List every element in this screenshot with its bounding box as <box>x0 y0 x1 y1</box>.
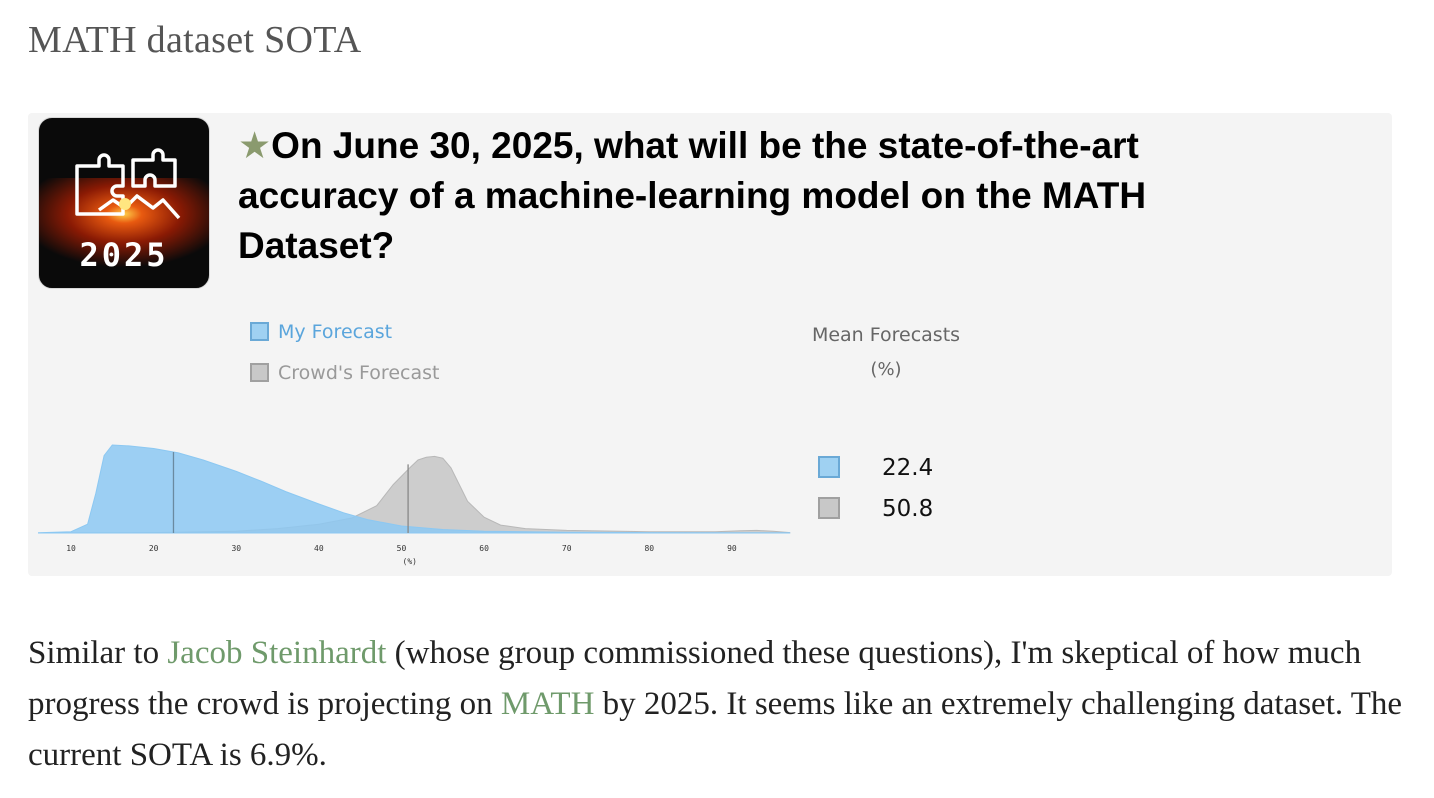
mean-forecasts-unit: (%) <box>870 359 902 380</box>
crowd-forecast-label: Crowd's Forecast <box>278 362 440 384</box>
mean-crowd-value: 50.8 <box>882 496 934 522</box>
mean-my-swatch <box>818 456 840 478</box>
x-tick-label: 50 <box>397 544 407 553</box>
mean-my-value: 22.4 <box>882 455 934 481</box>
page-heading: MATH dataset SOTA <box>28 19 362 61</box>
mean-row-my: 22.4 <box>818 455 933 481</box>
forecast-distribution-chart[interactable]: 10 20 30 40 50 60 70 80 90 (%) <box>38 433 798 573</box>
x-tick-label: 20 <box>149 544 159 553</box>
puzzle-icon <box>75 148 181 220</box>
link-jacob-steinhardt[interactable]: Jacob Steinhardt <box>167 635 387 671</box>
x-tick-label: 70 <box>562 544 572 553</box>
x-tick-label: 90 <box>727 544 737 553</box>
x-tick-label: 80 <box>644 544 654 553</box>
question-title[interactable]: ★On June 30, 2025, what will be the stat… <box>238 121 1268 271</box>
x-axis-label: (%) <box>403 557 417 566</box>
legend-my-forecast[interactable]: My Forecast <box>250 321 392 343</box>
my-forecast-swatch <box>250 322 269 341</box>
body-text-2: (whose group commissioned these question… <box>28 635 1362 722</box>
x-tick-label: 40 <box>314 544 324 553</box>
logo-glow <box>39 178 209 268</box>
logo-year: 2025 <box>79 236 169 274</box>
mean-crowd-swatch <box>818 497 840 519</box>
link-math[interactable]: MATH <box>500 686 595 722</box>
body-text-1: Similar to <box>28 635 168 671</box>
mean-row-crowd: 50.8 <box>818 496 933 522</box>
body-text-3: by 2025. It seems like an extremely chal… <box>28 686 1403 773</box>
forecast-card[interactable]: 2025 ★On June 30, 2025, what will be the… <box>28 113 1392 576</box>
question-logo: 2025 <box>38 117 210 289</box>
question-text: On June 30, 2025, what will be the state… <box>238 125 1147 266</box>
body-paragraph: Similar to Jacob Steinhardt (whose group… <box>28 628 1408 781</box>
my-forecast-area <box>38 444 791 534</box>
legend-crowd-forecast[interactable]: Crowd's Forecast <box>250 362 439 384</box>
star-icon[interactable]: ★ <box>238 125 272 166</box>
x-tick-label: 10 <box>66 544 76 553</box>
mean-forecasts-title: Mean Forecasts <box>811 324 961 346</box>
crowd-forecast-swatch <box>250 363 269 382</box>
x-tick-label: 30 <box>231 544 241 553</box>
my-forecast-label: My Forecast <box>278 321 393 343</box>
x-tick-label: 60 <box>479 544 489 553</box>
